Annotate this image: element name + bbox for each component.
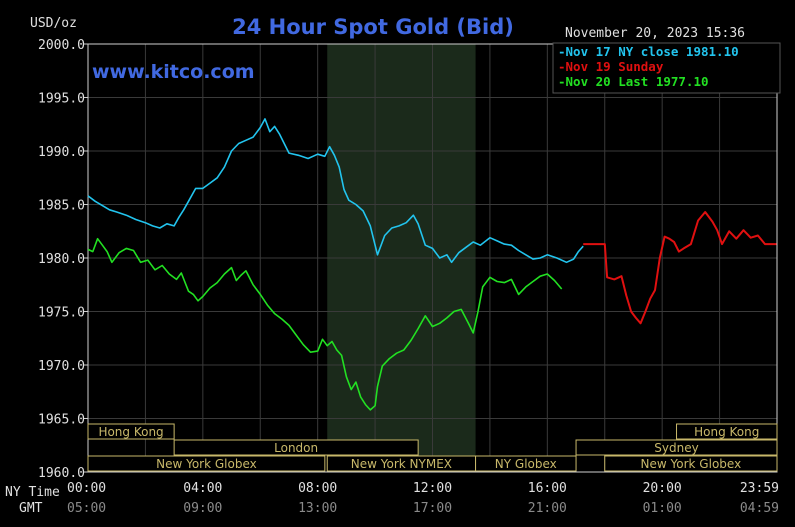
session-label: NY Globex bbox=[495, 457, 557, 471]
ny-time-label: NY Time bbox=[5, 485, 60, 500]
legend-entry: -Nov 20 Last 1977.10 bbox=[558, 74, 709, 89]
session-box: New York Globex bbox=[87, 455, 326, 472]
y-tick-label: 1980.0 bbox=[38, 252, 85, 267]
x-tick-label-gmt: 01:00 bbox=[643, 501, 682, 516]
y-tick-label: 2000.0 bbox=[38, 38, 85, 53]
session-box: London bbox=[173, 439, 419, 456]
y-tick-label: 1990.0 bbox=[38, 145, 85, 160]
session-label: Hong Kong bbox=[98, 425, 163, 439]
x-tick-label-ny: 00:00 bbox=[67, 481, 106, 496]
session-label: New York NYMEX bbox=[351, 457, 452, 471]
x-tick-label-gmt: 21:00 bbox=[528, 501, 567, 516]
session-label: London bbox=[274, 441, 318, 455]
x-tick-label-ny: 23:59 bbox=[740, 481, 779, 496]
legend-entry: -Nov 19 Sunday bbox=[558, 59, 664, 74]
session-label: New York Globex bbox=[641, 457, 742, 471]
session-box: NY Globex bbox=[475, 455, 577, 472]
x-tick-label-gmt: 09:00 bbox=[183, 501, 222, 516]
series-line-1 bbox=[87, 118, 584, 264]
session-box: Hong Kong bbox=[676, 423, 778, 440]
y-axis-ticks: 1960.0 1965.0 1970.0 1975.0 1980.0 1985.0 1990… bbox=[38, 38, 88, 481]
series-line-2 bbox=[583, 211, 777, 325]
gmt-label: GMT bbox=[19, 501, 43, 516]
x-tick-label-ny: 12:00 bbox=[413, 481, 452, 496]
legend-entry: -Nov 17 NY close 1981.10 bbox=[558, 44, 739, 59]
price-series bbox=[87, 118, 777, 411]
watermark: www.kitco.com bbox=[92, 61, 255, 83]
x-tick-label-gmt: 13:00 bbox=[298, 501, 337, 516]
y-tick-label: 1960.0 bbox=[38, 466, 85, 481]
x-tick-label-gmt: 17:00 bbox=[413, 501, 452, 516]
x-tick-label-ny: 20:00 bbox=[643, 481, 682, 496]
grid-lines bbox=[87, 43, 778, 473]
session-label: New York Globex bbox=[156, 457, 257, 471]
legend-box bbox=[552, 42, 781, 94]
y-axis-unit: USD/oz bbox=[30, 16, 77, 31]
chart-title: 24 Hour Spot Gold (Bid) bbox=[232, 15, 514, 39]
session-box: Sydney bbox=[575, 439, 778, 456]
x-tick-label-ny: 16:00 bbox=[528, 481, 567, 496]
session-box: New York Globex bbox=[604, 455, 778, 472]
x-tick-label-ny: 08:00 bbox=[298, 481, 337, 496]
series-line-3 bbox=[87, 237, 563, 411]
legend: -Nov 17 NY close 1981.10-Nov 19 Sunday-N… bbox=[558, 44, 739, 89]
session-label: Sydney bbox=[654, 441, 698, 455]
y-tick-label: 1970.0 bbox=[38, 359, 85, 374]
y-tick-label: 1985.0 bbox=[38, 199, 85, 214]
session-box: Hong Kong bbox=[87, 423, 175, 440]
session-box: New York NYMEX bbox=[326, 455, 477, 472]
session-label: Hong Kong bbox=[694, 425, 759, 439]
y-tick-label: 1965.0 bbox=[38, 413, 85, 428]
x-tick-label-gmt: 05:00 bbox=[67, 501, 106, 516]
trading-sessions: Hong Kong Hong Kong London Sydney New York G… bbox=[87, 423, 778, 472]
y-tick-label: 1995.0 bbox=[38, 92, 85, 107]
x-axis-ticks: 00:00 05:00 04:00 09:00 08:00 13:00 12:00 17:00… bbox=[67, 481, 779, 516]
x-tick-label-gmt: 04:59 bbox=[740, 501, 779, 516]
timestamp: November 20, 2023 15:36 bbox=[565, 26, 745, 41]
x-tick-label-ny: 04:00 bbox=[183, 481, 222, 496]
y-tick-label: 1975.0 bbox=[38, 306, 85, 321]
